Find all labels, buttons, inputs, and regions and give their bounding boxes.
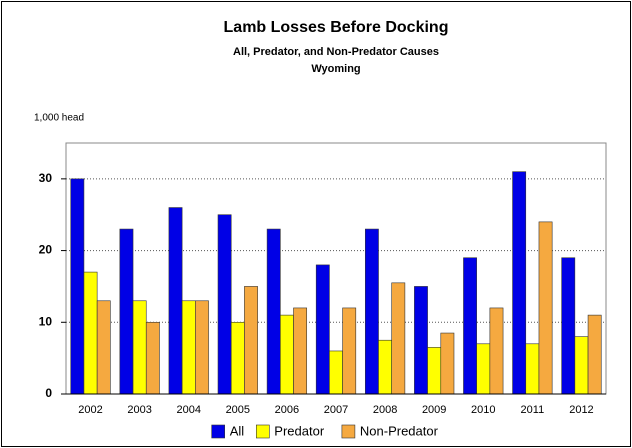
x-tick-label: 2007: [324, 404, 348, 416]
x-tick-label: 2010: [471, 404, 495, 416]
bar: [476, 343, 491, 395]
bar: [315, 264, 330, 395]
bar: [440, 332, 455, 395]
x-tick-label: 2009: [422, 404, 446, 416]
y-tick-label: 10: [39, 314, 53, 328]
legend-label: Non-Predator: [360, 423, 439, 438]
chart-subtitle: All, Predator, and Non-Predator Causes: [233, 46, 439, 58]
bar: [181, 300, 196, 395]
bar: [217, 214, 232, 395]
chart-subtitle: Wyoming: [311, 63, 360, 75]
bar: [195, 300, 209, 395]
bar: [244, 286, 258, 395]
bar: [587, 314, 602, 395]
y-tick-label: 30: [39, 171, 53, 185]
y-tick-label: 0: [45, 386, 52, 400]
x-tick-label: 2011: [521, 404, 545, 416]
bar: [132, 300, 147, 395]
bar: [414, 286, 428, 395]
bar: [96, 300, 111, 395]
bar: [512, 171, 527, 395]
bar: [364, 228, 379, 395]
bar: [489, 307, 504, 395]
bar: [342, 307, 357, 395]
bar: [230, 321, 245, 395]
legend-swatch: [211, 424, 225, 439]
y-tick-label: 20: [39, 243, 53, 257]
x-tick-label: 2002: [78, 404, 102, 416]
x-tick-label: 2008: [373, 404, 397, 416]
x-tick-label: 2005: [226, 404, 250, 416]
legend-swatch: [341, 424, 356, 439]
bar: [427, 347, 442, 395]
bar: [293, 307, 308, 395]
bar: [538, 221, 553, 395]
bar: [561, 257, 576, 395]
bar: [378, 339, 392, 395]
bar: [168, 207, 183, 395]
bar: [83, 271, 98, 395]
bar: [280, 314, 294, 395]
bar: [391, 282, 406, 395]
y-axis-label: 1,000 head: [34, 113, 84, 124]
legend-label: All: [230, 423, 245, 438]
x-tick-label: 2004: [176, 404, 200, 416]
chart-title: Lamb Losses Before Docking: [224, 19, 449, 36]
legend-label: Predator: [274, 423, 325, 438]
bar: [119, 228, 134, 395]
legend-swatch: [255, 424, 270, 439]
bar: [145, 321, 160, 395]
bar: [70, 178, 85, 395]
bar: [574, 336, 589, 395]
x-tick-label: 2006: [275, 404, 299, 416]
bar: [525, 343, 540, 395]
x-tick-label: 2012: [569, 404, 593, 416]
x-tick-label: 2003: [127, 404, 151, 416]
bar: [463, 257, 477, 395]
bar: [266, 228, 281, 395]
bar: [329, 350, 343, 395]
